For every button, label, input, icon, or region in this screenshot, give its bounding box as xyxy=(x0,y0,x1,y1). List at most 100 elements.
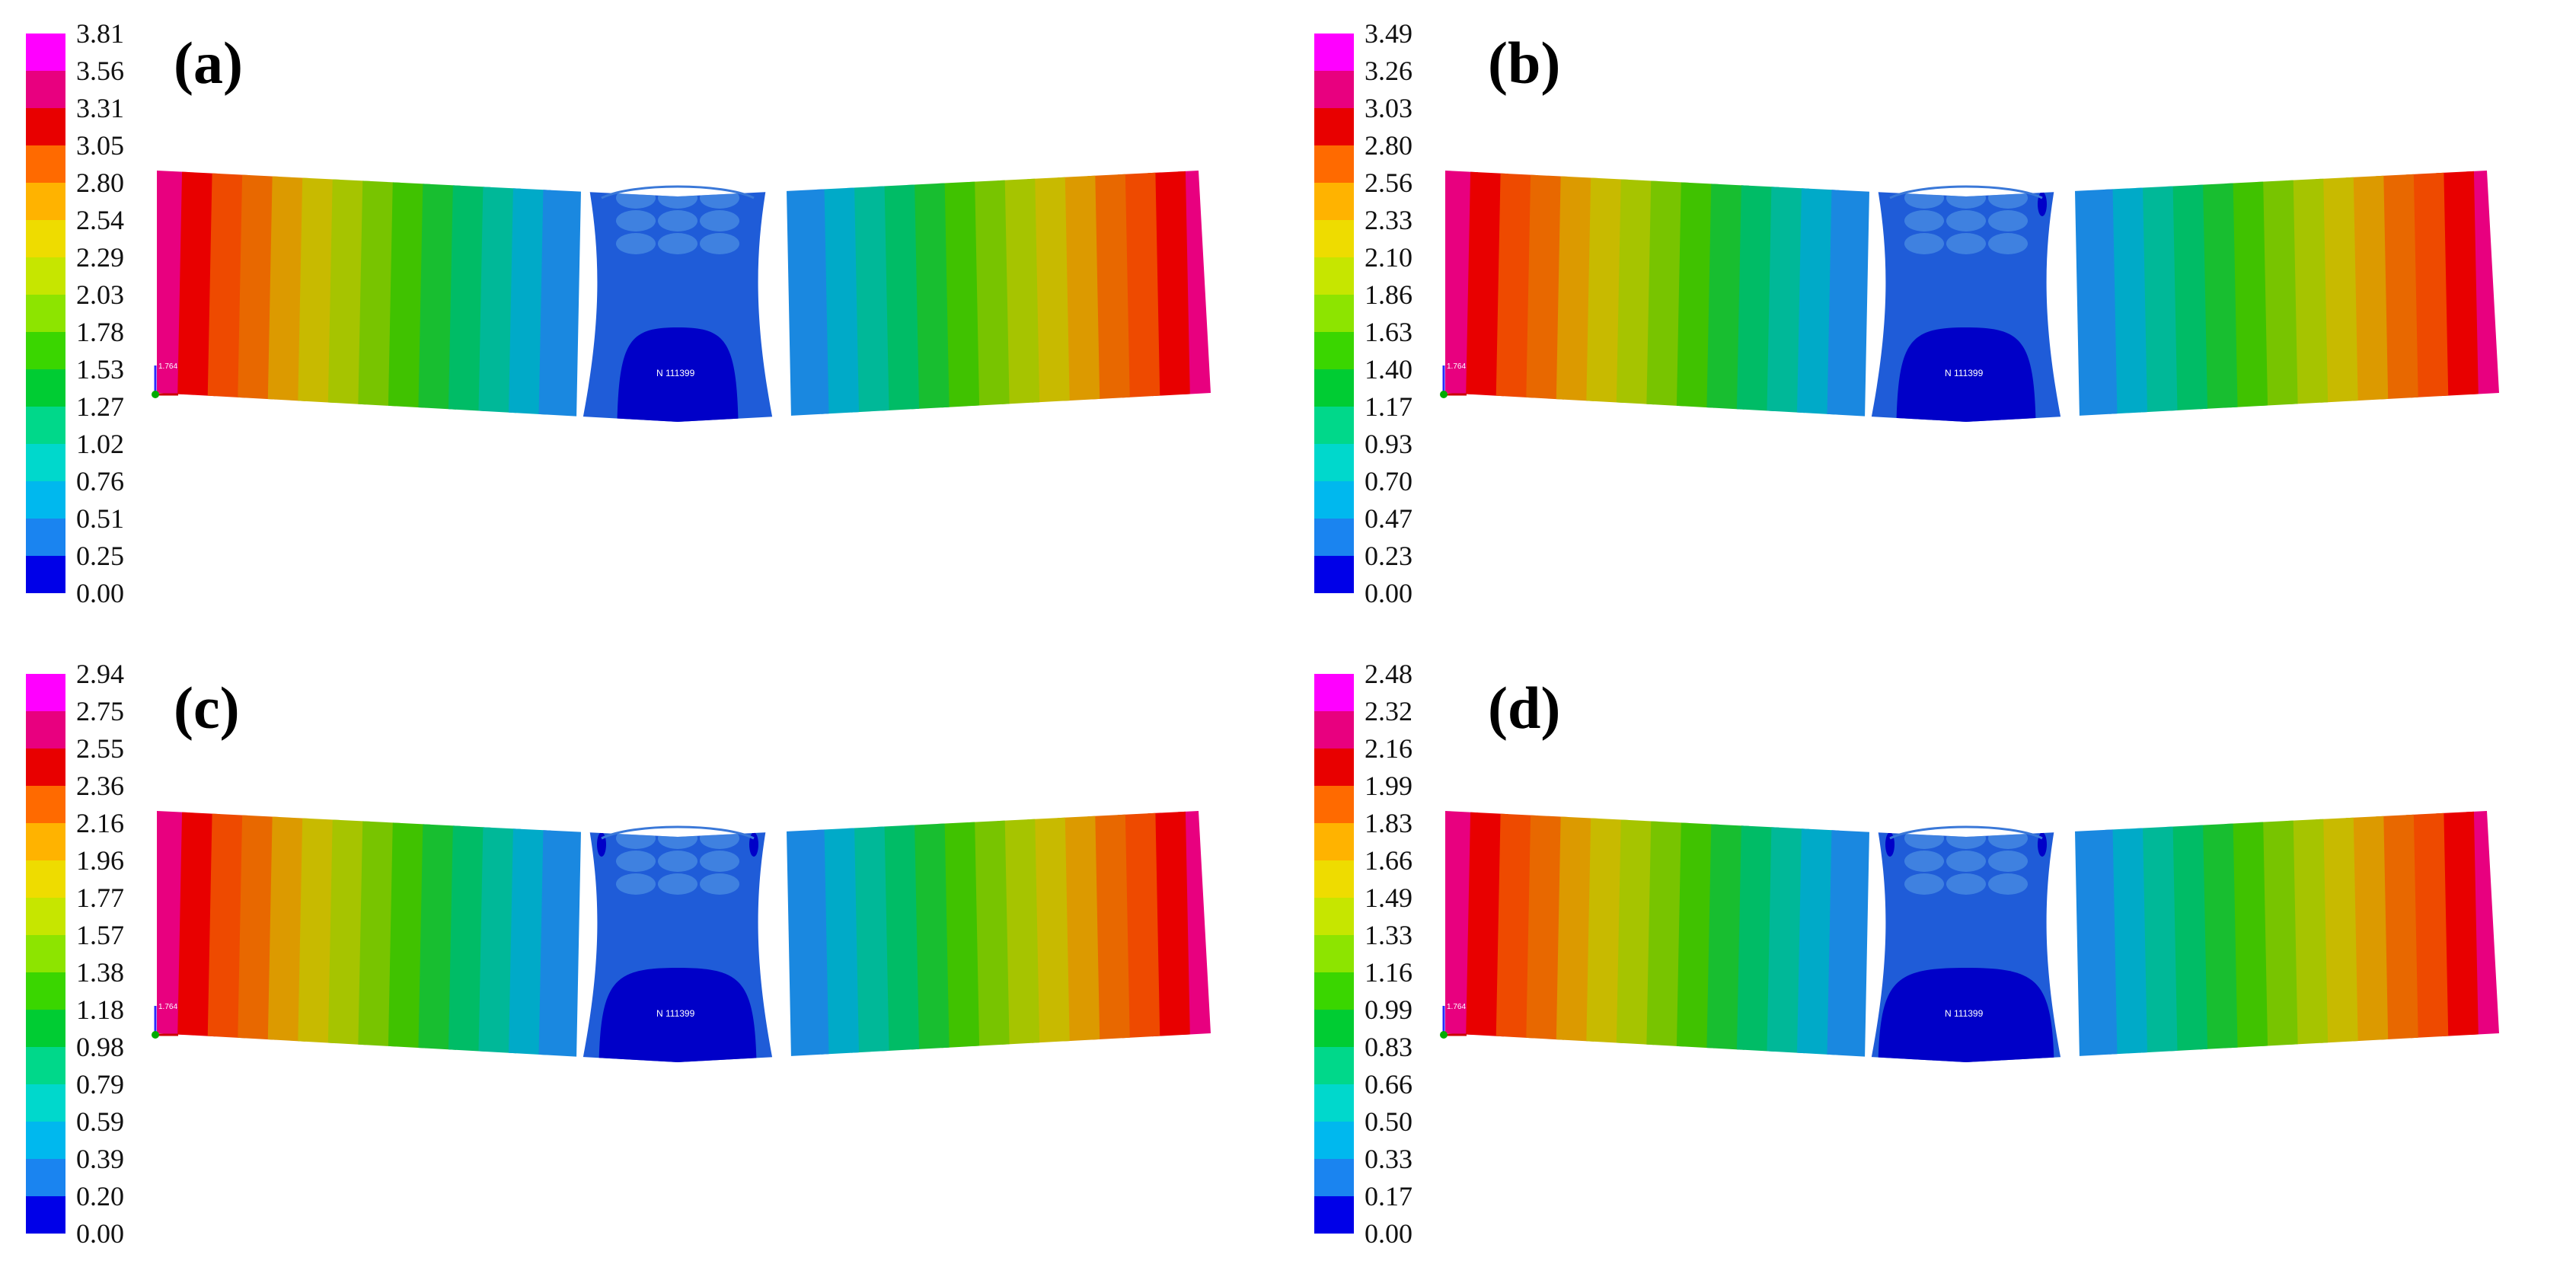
legend-swatch xyxy=(1314,332,1354,369)
legend-swatch xyxy=(26,556,65,593)
panel-label: (d) xyxy=(1488,675,1561,741)
legend-tick-label: 2.80 xyxy=(1365,130,1412,161)
axis-triad: 1.764 xyxy=(1440,362,1467,398)
contour-band xyxy=(1826,811,1870,1062)
node-label: N 111399 xyxy=(656,1008,695,1019)
legend-swatch xyxy=(26,444,65,481)
legend-swatch xyxy=(1314,183,1354,220)
legend-swatch xyxy=(26,220,65,257)
legend-tick-label: 0.66 xyxy=(1365,1069,1412,1100)
legend-swatch xyxy=(26,1196,65,1234)
contour-band xyxy=(538,171,582,422)
legend-tick-label: 2.56 xyxy=(1365,168,1412,198)
legend-swatch xyxy=(1314,220,1354,257)
weld-bead xyxy=(616,828,739,895)
legend-swatch xyxy=(26,257,65,295)
legend-tick-label: 2.54 xyxy=(76,205,124,235)
weld-crown xyxy=(601,185,755,200)
contour-band xyxy=(2074,811,2118,1062)
node-label: N 111399 xyxy=(1945,368,1984,378)
weld-crown xyxy=(601,825,755,840)
legend-tick-label: 2.29 xyxy=(76,242,124,273)
panel-a: 3.81 3.56 3.31 3.05 2.80 2.54 2.29 2.03 1.78 1.53… xyxy=(0,0,1288,640)
contour-band xyxy=(786,811,830,1062)
legend-swatch xyxy=(1314,972,1354,1010)
legend-swatch xyxy=(1314,1196,1354,1234)
legend-swatch xyxy=(1314,407,1354,444)
legend-tick-label: 0.51 xyxy=(76,503,124,534)
legend-tick-label: 0.00 xyxy=(76,1218,124,1249)
legend-tick-label: 0.17 xyxy=(1365,1181,1412,1211)
legend-tick-label: 1.99 xyxy=(1365,771,1412,801)
legend-tick-label: 0.00 xyxy=(1365,578,1412,608)
legend-tick-label: 3.31 xyxy=(76,93,124,123)
legend-swatch xyxy=(26,183,65,220)
legend-tick-label: 3.05 xyxy=(76,130,124,161)
legend-swatch xyxy=(1314,1084,1354,1122)
legend-tick-label: 0.20 xyxy=(76,1181,124,1211)
legend-tick-label: 1.16 xyxy=(1365,957,1412,988)
legend-tick-label: 1.49 xyxy=(1365,883,1412,913)
legend-swatch xyxy=(26,935,65,972)
legend-swatch xyxy=(26,519,65,556)
legend-swatch xyxy=(26,711,65,749)
weld-bead xyxy=(1904,187,2028,254)
legend-tick-label: 2.75 xyxy=(76,696,124,726)
legend-swatch xyxy=(26,407,65,444)
legend-tick-label: 0.83 xyxy=(1365,1032,1412,1062)
legend-tick-label: 0.70 xyxy=(1365,466,1412,496)
legend-tick-label: 2.36 xyxy=(76,771,124,801)
legend-swatch xyxy=(26,481,65,519)
legend-tick-label: 1.17 xyxy=(1365,391,1412,422)
panel-label: (c) xyxy=(174,675,240,741)
legend-swatch xyxy=(1314,1010,1354,1047)
weld-bead xyxy=(616,187,739,254)
legend-tick-label: 2.16 xyxy=(1365,733,1412,764)
panel-b: 3.49 3.26 3.03 2.80 2.56 2.33 2.10 1.86 1.63 1.40… xyxy=(1288,0,2576,640)
weld-crown xyxy=(1889,825,2043,840)
legend-tick-label: 2.48 xyxy=(1365,659,1412,689)
legend-swatch xyxy=(26,71,65,108)
legend-swatch xyxy=(26,1159,65,1196)
legend-tick-label: 1.33 xyxy=(1365,920,1412,950)
legend-tick-label: 1.38 xyxy=(76,957,124,988)
legend-swatch xyxy=(26,145,65,183)
legend-tick-label: 0.39 xyxy=(76,1144,124,1174)
axis-triad-label: 1.764 xyxy=(158,1003,177,1011)
legend-tick-label: 3.81 xyxy=(76,18,124,49)
legend-swatch xyxy=(26,1010,65,1047)
legend-swatch xyxy=(1314,711,1354,749)
legend-swatch xyxy=(26,1122,65,1159)
legend-tick-label: 0.50 xyxy=(1365,1106,1412,1137)
legend-tick-label: 0.76 xyxy=(76,466,124,496)
legend-tick-label: 1.78 xyxy=(76,317,124,347)
contour-core-region xyxy=(617,327,739,422)
legend-swatch xyxy=(26,898,65,935)
panel-c: 2.94 2.75 2.55 2.36 2.16 1.96 1.77 1.57 1.38 1.18… xyxy=(0,640,1288,1280)
legend-tick-label: 0.59 xyxy=(76,1106,124,1137)
legend-tick-label: 1.18 xyxy=(76,994,124,1025)
panel-label: (a) xyxy=(174,30,243,96)
legend-tick-label: 1.83 xyxy=(1365,808,1412,838)
legend-swatch xyxy=(1314,34,1354,71)
legend-tick-label: 3.26 xyxy=(1365,56,1412,86)
legend-tick-label: 1.40 xyxy=(1365,354,1412,385)
legend-swatch xyxy=(1314,556,1354,593)
contour-core-region xyxy=(599,968,757,1062)
legend-tick-label: 1.86 xyxy=(1365,279,1412,310)
legend-tick-label: 2.55 xyxy=(76,733,124,764)
legend-swatch xyxy=(26,749,65,786)
legend-tick-label: 0.47 xyxy=(1365,503,1412,534)
node-label: N 111399 xyxy=(1945,1008,1984,1019)
legend-tick-label: 2.10 xyxy=(1365,242,1412,273)
legend-tick-label: 0.33 xyxy=(1365,1144,1412,1174)
legend-swatch xyxy=(1314,674,1354,711)
legend-swatch xyxy=(1314,786,1354,823)
axis-triad: 1.764 xyxy=(152,362,178,398)
legend-tick-label: 2.94 xyxy=(76,659,124,689)
legend-swatch xyxy=(1314,369,1354,407)
legend-tick-label: 0.00 xyxy=(1365,1218,1412,1249)
weld-bead xyxy=(1904,828,2028,895)
legend-tick-label: 2.16 xyxy=(76,808,124,838)
legend-swatch xyxy=(1314,749,1354,786)
